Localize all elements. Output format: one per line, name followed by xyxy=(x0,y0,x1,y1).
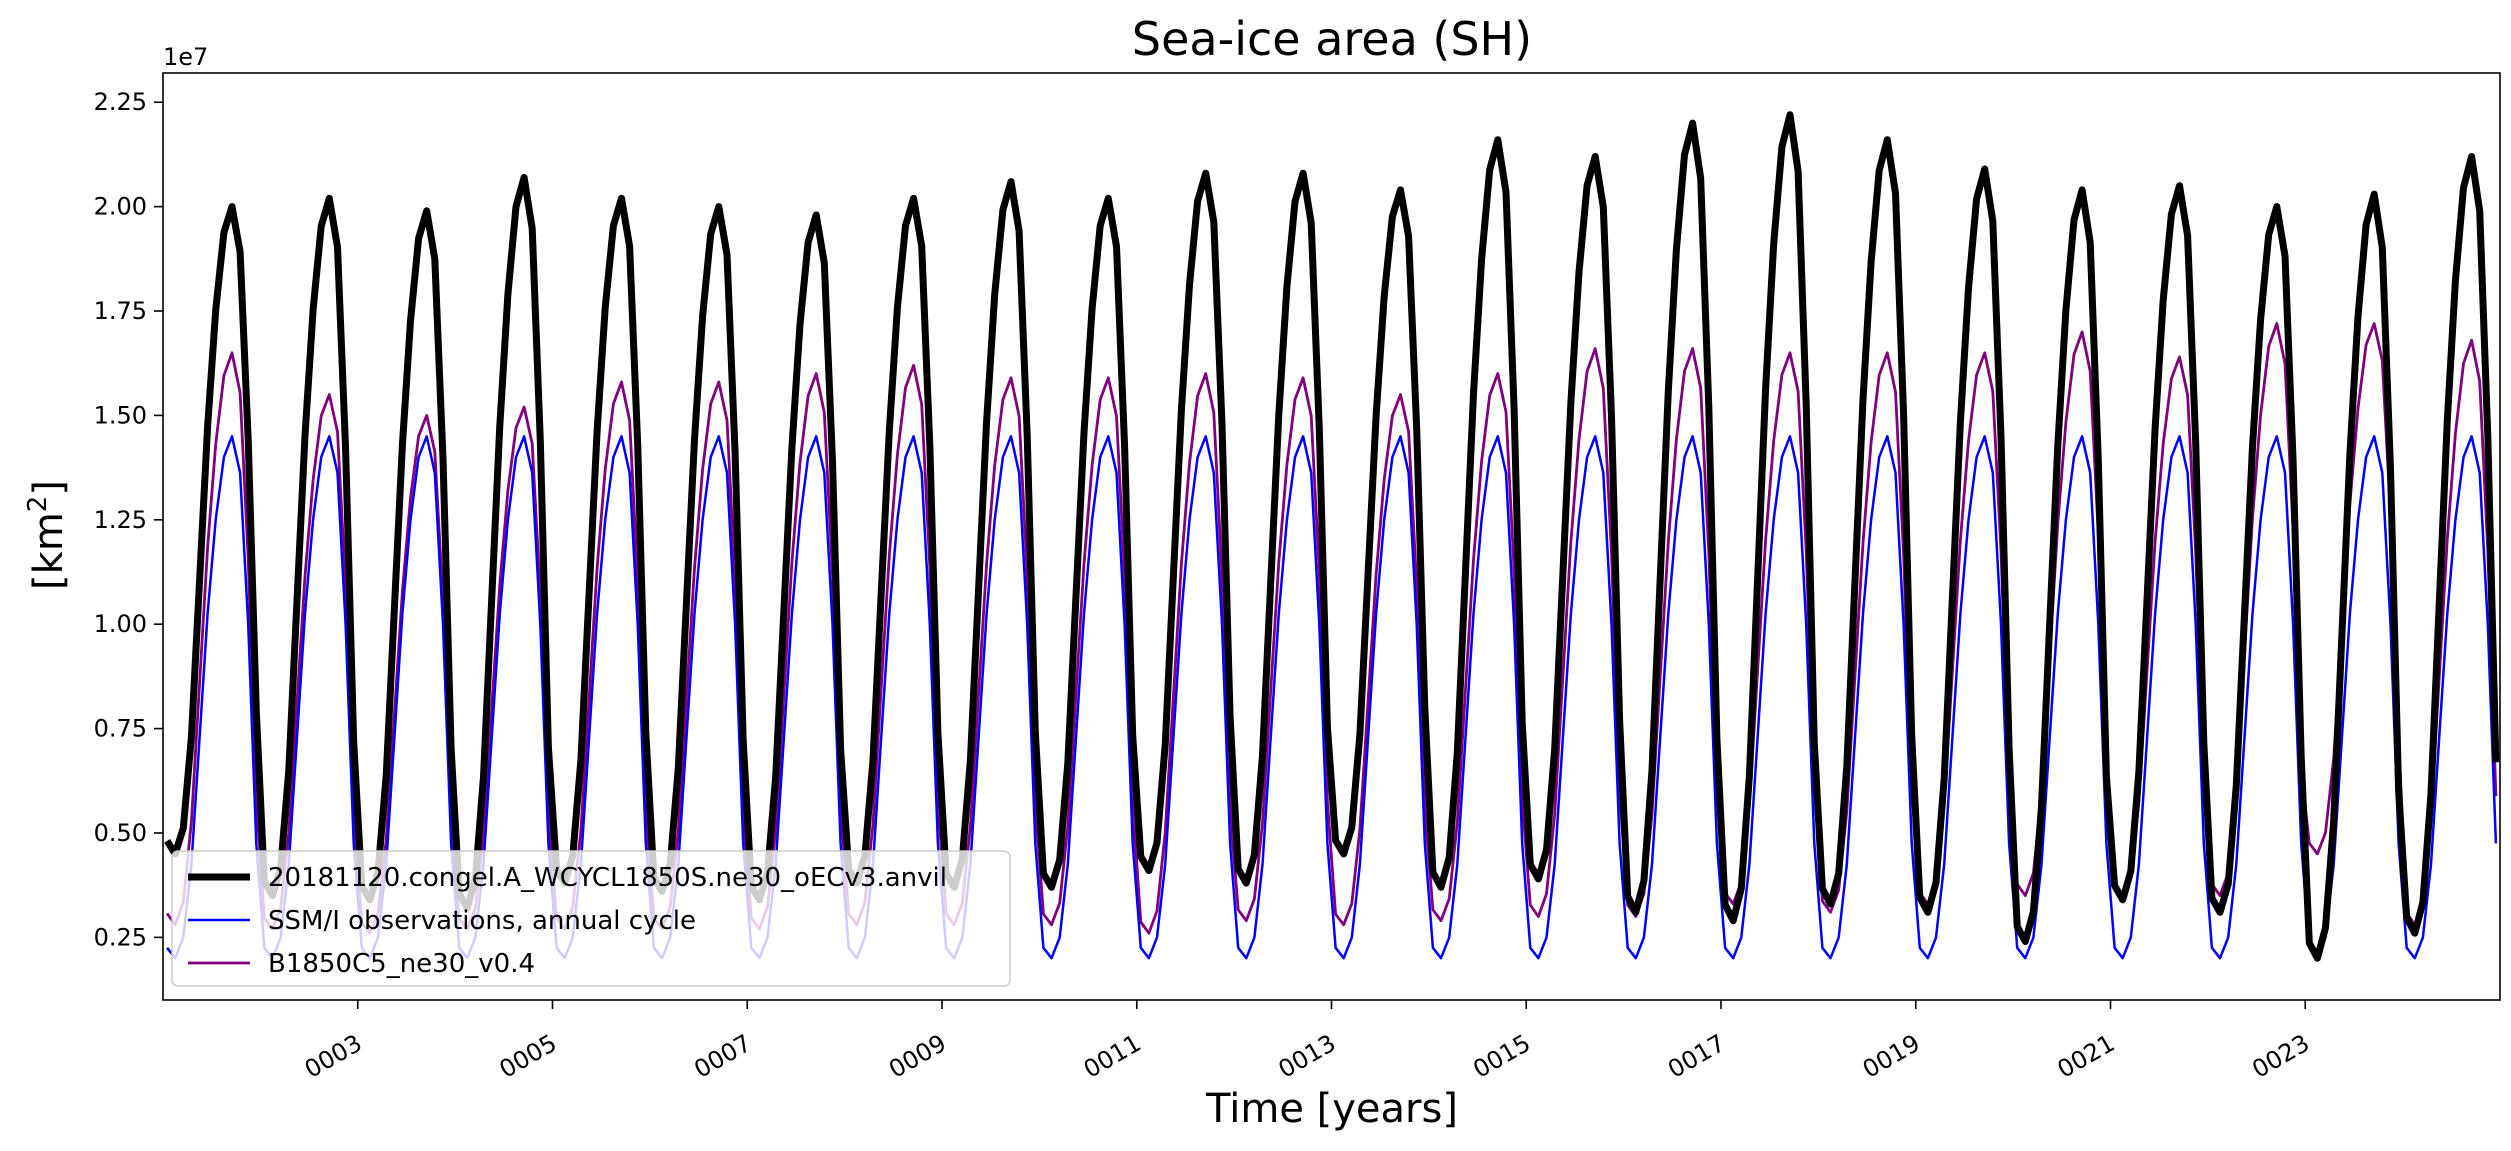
x-tick-label: 0009 xyxy=(884,1029,951,1084)
legend-label-0: 20181120.congel.A_WCYCL1850S.ne30_oECv3.… xyxy=(268,863,947,893)
x-tick-label: 0017 xyxy=(1663,1029,1730,1084)
y-axis-label-text: [km xyxy=(26,512,72,590)
svg-text:[km2]: [km2] xyxy=(23,480,72,590)
x-tick-label: 0011 xyxy=(1079,1029,1146,1084)
x-tick-label: 0007 xyxy=(689,1029,756,1084)
y-axis-multiplier: 1e7 xyxy=(163,43,208,71)
x-tick-label: 0005 xyxy=(495,1029,562,1084)
legend-label-1: SSM/I observations, annual cycle xyxy=(268,906,696,936)
chart-title: Sea-ice area (SH) xyxy=(1132,12,1532,66)
y-tick-label: 2.00 xyxy=(94,193,147,221)
y-tick-label: 0.50 xyxy=(94,819,147,847)
legend-label-2: B1850C5_ne30_v0.4 xyxy=(268,949,535,979)
x-tick-label: 0023 xyxy=(2247,1029,2314,1084)
x-tick-label: 0015 xyxy=(1468,1029,1535,1084)
series-lines xyxy=(164,111,2500,962)
y-tick-label: 0.75 xyxy=(94,715,147,743)
x-tick-label: 0021 xyxy=(2053,1029,2120,1084)
y-tick-label: 1.00 xyxy=(94,610,147,638)
y-tick-label: 1.75 xyxy=(94,297,147,325)
y-axis-label-superscript: 2 xyxy=(23,496,53,513)
y-tick-label: 1.25 xyxy=(94,506,147,534)
y-tick-label: 1.50 xyxy=(94,401,147,429)
x-tick-label: 0013 xyxy=(1274,1029,1341,1084)
y-axis-label: [km2] xyxy=(23,480,72,590)
x-tick-label: 0019 xyxy=(1858,1029,1925,1084)
x-axis-label: Time [years] xyxy=(1205,1086,1458,1132)
legend: 20181120.congel.A_WCYCL1850S.ne30_oECv3.… xyxy=(171,850,1011,987)
y-tick-label: 0.25 xyxy=(94,923,147,951)
legend-box xyxy=(171,850,1011,987)
y-tick-label: 2.25 xyxy=(94,88,147,116)
series-line-0 xyxy=(164,111,2500,962)
y-axis-label-close: ] xyxy=(26,480,72,496)
x-tick-label: 0003 xyxy=(300,1029,367,1084)
